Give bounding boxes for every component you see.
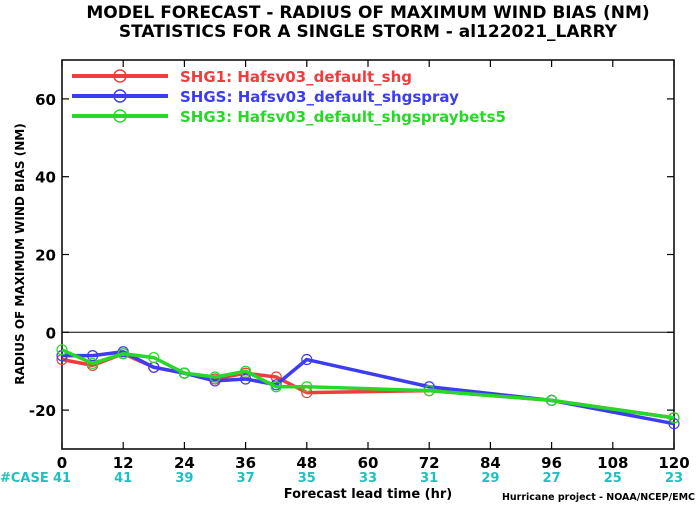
case-count: 37	[237, 471, 255, 486]
x-tick-label: 48	[296, 454, 317, 472]
legend-label-2: SHGS: Hafsv03_default_shgspray	[180, 88, 459, 106]
legend-label-3: SHG3: Hafsv03_default_shgspraybets5	[180, 108, 506, 126]
case-count: 41	[53, 471, 71, 486]
y-axis: -20 0 20 40 60	[29, 91, 674, 420]
series-3-point	[545, 394, 558, 406]
case-label: #CASE	[0, 471, 49, 486]
credit-text: Hurricane project - NOAA/NCEP/EMC	[502, 492, 695, 503]
series-3-point	[117, 348, 129, 360]
x-tick-label: 60	[358, 454, 379, 472]
case-count: 29	[481, 471, 499, 486]
series-3-point	[423, 385, 435, 397]
y-tick-label: 60	[35, 91, 56, 109]
series-3-point	[56, 344, 68, 356]
x-tick-label: 36	[235, 454, 256, 472]
series-2-point	[668, 418, 680, 430]
x-tick-label: 12	[113, 454, 134, 472]
case-count: 27	[543, 471, 561, 486]
legend-marker-3	[113, 109, 127, 123]
legend-marker-1	[113, 69, 127, 83]
legend-label-1: SHG1: Hafsv03_default_shg	[180, 68, 412, 86]
case-count: 25	[604, 471, 622, 486]
y-tick-label: 0	[46, 324, 56, 342]
x-axis: 0 12 24 36 48 60 72 84 96 108 120	[57, 60, 690, 472]
case-count: 33	[359, 471, 377, 486]
case-count: 23	[665, 471, 683, 486]
case-count: 39	[175, 471, 193, 486]
x-tick-label: 120	[658, 454, 689, 472]
x-tick-label: 72	[419, 454, 440, 472]
case-count: 31	[420, 471, 438, 486]
y-axis-label: RADIUS OF MAXIMUM WIND BIAS (NM)	[13, 123, 27, 384]
series-line-1	[61, 351, 675, 420]
case-counts: 41 41 39 37 35 33 31 29 27 25 23	[53, 471, 683, 486]
series-layer	[56, 344, 680, 430]
legend: SHG1: Hafsv03_default_shg SHGS: Hafsv03_d…	[72, 68, 506, 126]
chart-subtitle: STATISTICS FOR A SINGLE STORM - al122021…	[119, 22, 618, 42]
x-tick-label: 96	[541, 454, 562, 472]
chart-title: MODEL FORECAST - RADIUS OF MAXIMUM WIND …	[86, 3, 649, 23]
y-tick-label: 40	[35, 169, 56, 187]
x-tick-label: 24	[174, 454, 195, 472]
series-3-point	[178, 367, 190, 379]
legend-marker-2	[113, 89, 127, 103]
series-2-point	[86, 350, 99, 362]
x-tick-label: 0	[57, 454, 67, 472]
x-tick-label: 108	[597, 454, 628, 472]
case-count: 41	[114, 471, 132, 486]
series-2-point	[240, 373, 252, 385]
series-3-point	[209, 371, 221, 383]
series-3-point	[148, 351, 160, 364]
x-axis-label: Forecast lead time (hr)	[284, 487, 452, 502]
series-3-point	[86, 357, 99, 370]
series-3-point	[270, 381, 282, 393]
y-tick-label: -20	[29, 402, 56, 420]
series-3-point	[240, 365, 252, 377]
x-tick-label: 84	[480, 454, 501, 472]
case-count: 35	[298, 471, 316, 486]
series-3-point	[668, 412, 680, 424]
series-3-point	[301, 381, 313, 393]
series-2-point	[301, 353, 313, 366]
y-tick-label: 20	[35, 247, 56, 265]
